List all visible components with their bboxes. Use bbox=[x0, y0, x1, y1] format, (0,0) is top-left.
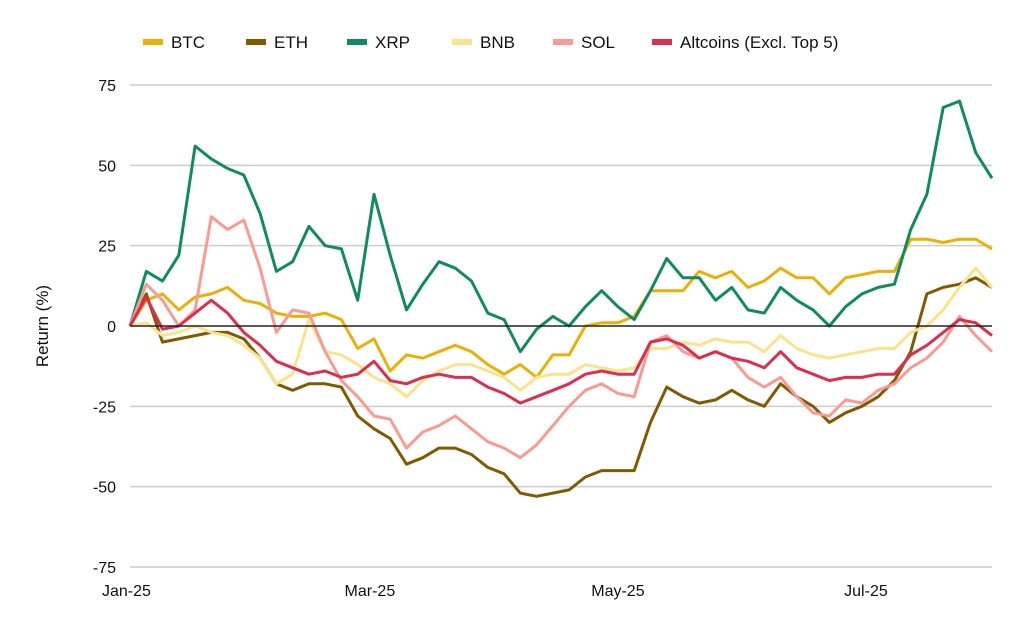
legend-label: XRP bbox=[375, 33, 410, 52]
legend-item: Altcoins (Excl. Top 5) bbox=[652, 33, 838, 52]
legend-label: BNB bbox=[480, 33, 515, 52]
legend-swatch bbox=[452, 39, 472, 45]
y-tick-label: -25 bbox=[93, 399, 116, 416]
x-tick-label: Jan-25 bbox=[102, 583, 151, 600]
x-tick-label: May-25 bbox=[591, 583, 644, 600]
legend-swatch bbox=[652, 39, 672, 45]
y-axis-label: Return (%) bbox=[33, 285, 52, 367]
legend-swatch bbox=[553, 39, 573, 45]
legend-label: ETH bbox=[274, 33, 308, 52]
legend-label: BTC bbox=[171, 33, 205, 52]
gridlines bbox=[130, 84, 992, 568]
y-tick-label: 50 bbox=[98, 158, 116, 175]
x-tick-label: Mar-25 bbox=[345, 583, 396, 600]
legend-swatch bbox=[143, 39, 163, 45]
y-tick-label: 75 bbox=[98, 78, 116, 95]
series-line-xrp bbox=[128, 99, 994, 354]
legend-swatch bbox=[347, 39, 367, 45]
series-line-btc bbox=[128, 237, 993, 379]
y-tick-label: -75 bbox=[93, 560, 116, 577]
y-tick-label: 25 bbox=[98, 239, 116, 256]
legend-item: BTC bbox=[143, 33, 205, 52]
legend-swatch bbox=[246, 39, 266, 45]
legend-item: ETH bbox=[246, 33, 308, 52]
legend-label: SOL bbox=[581, 33, 615, 52]
series-lines bbox=[128, 99, 994, 498]
y-tick-label: -50 bbox=[93, 480, 116, 497]
legend: BTC ETH XRP BNB SOL Altcoins (Excl. Top 5) bbox=[143, 33, 838, 52]
series-line-bnb bbox=[129, 266, 994, 399]
series-line-altcoins-excl-top-5 bbox=[128, 295, 993, 405]
x-axis-ticks: Jan-25 Mar-25 May-25 Jul-25 bbox=[102, 583, 888, 600]
legend-item: XRP bbox=[347, 33, 410, 52]
y-axis-ticks: 75 50 25 0 -25 -50 -75 bbox=[93, 78, 116, 577]
legend-label: Altcoins (Excl. Top 5) bbox=[680, 33, 838, 52]
x-tick-label: Jul-25 bbox=[844, 583, 888, 600]
series-line-sol bbox=[128, 215, 994, 460]
legend-item: SOL bbox=[553, 33, 615, 52]
legend-item: BNB bbox=[452, 33, 515, 52]
y-tick-label: 0 bbox=[107, 319, 116, 336]
